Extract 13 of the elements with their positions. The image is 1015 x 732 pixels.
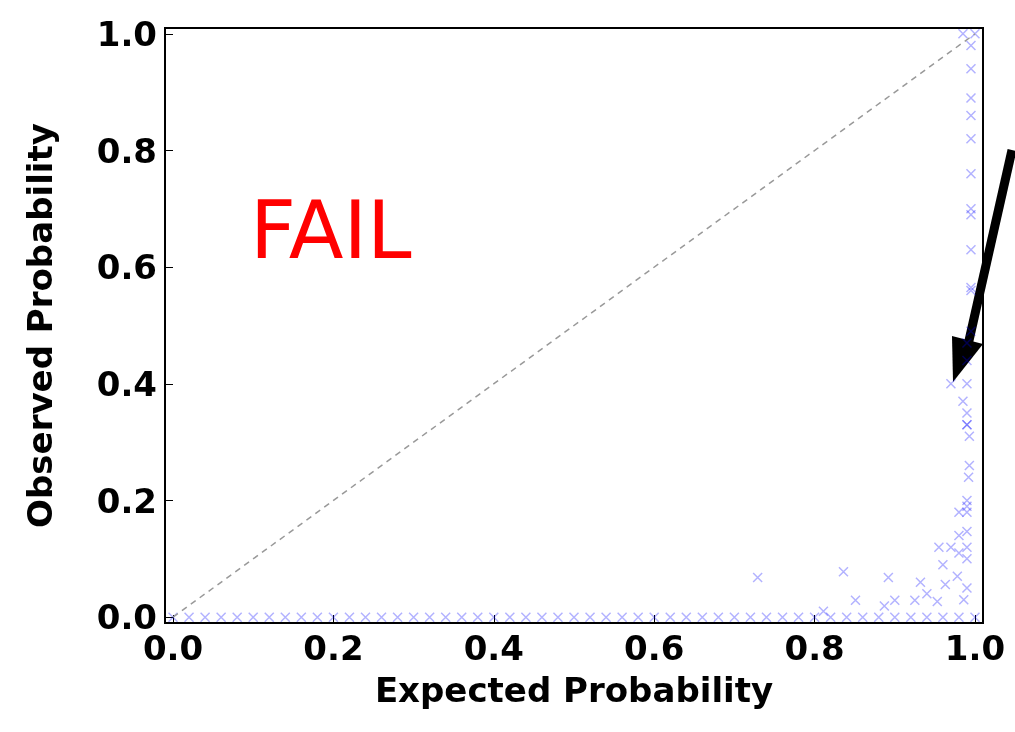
y-tick-label: 0.2 [96, 480, 157, 521]
y-tick-label: 0.6 [96, 247, 157, 288]
x-tick-label: 0.8 [784, 628, 845, 668]
x-axis-title: Expected Probability [374, 670, 774, 710]
y-axis-title: Observed Probability [20, 123, 60, 528]
y-tick-label: 1.0 [96, 13, 157, 54]
x-tick-label: 0.6 [624, 628, 685, 668]
x-tick-label: 0.4 [463, 628, 524, 668]
x-tick-label: 0.2 [303, 628, 364, 668]
y-tick-label: 0.4 [96, 363, 157, 404]
x-tick-label: 1.0 [944, 628, 1006, 668]
annotation: FAIL [250, 183, 412, 277]
y-tick-label: 0.8 [96, 130, 157, 171]
